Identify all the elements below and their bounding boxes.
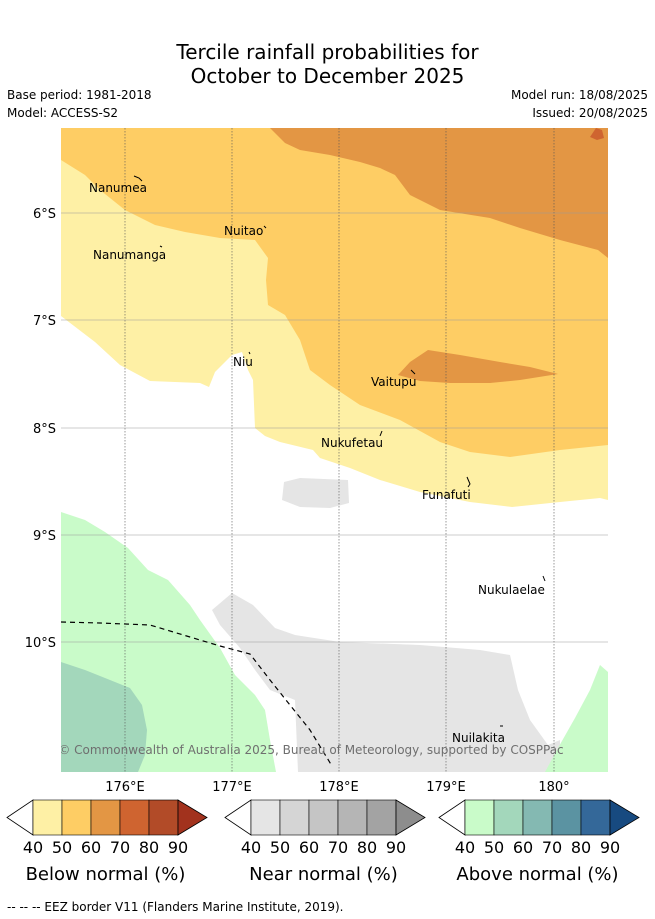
- map-title: Tercile rainfall probabilities for Octob…: [0, 40, 655, 88]
- colorbar-tick-label: 60: [299, 838, 319, 857]
- colorbar-segment: [493, 799, 524, 836]
- colorbar-segment: [61, 799, 92, 836]
- colorbar-segment: [148, 799, 179, 836]
- lat-label: 8°S: [33, 422, 56, 437]
- colorbar-tick-label: 40: [23, 838, 43, 857]
- colorbar-tick-label: 80: [357, 838, 377, 857]
- longitude-gridlines: [124, 128, 555, 772]
- longitude-labels: 176°E 177°E 178°E 179°E 180°: [105, 780, 569, 795]
- place-label-nanumanga: Nanumanga: [93, 248, 166, 262]
- lat-label: 6°S: [33, 207, 56, 222]
- colorbar-tick-label: 90: [386, 838, 406, 857]
- colorbar-tick-label: 70: [328, 838, 348, 857]
- colorbar-segment: [464, 799, 495, 836]
- colorbar: 40 50 60 70 80 90 Above normal (%): [438, 799, 640, 885]
- colorbar-tick-label: 50: [270, 838, 290, 857]
- colorbar-segment: [119, 799, 150, 836]
- colorbar-segment: [90, 799, 121, 836]
- colorbar-tick-label: 40: [455, 838, 475, 857]
- latitude-labels: 6°S 7°S 8°S 9°S 10°S: [25, 207, 56, 651]
- place-label-nanumea: Nanumea: [89, 181, 147, 195]
- island-shapes: [133, 175, 546, 727]
- colorbar-title: Above normal (%): [456, 864, 618, 885]
- issued-date: Issued: 20/08/2025: [532, 106, 648, 120]
- colorbar-segment: [32, 799, 63, 836]
- colorbar-tick-label: 80: [139, 838, 159, 857]
- model-name: Model: ACCESS-S2: [7, 106, 119, 120]
- colorbar-low-extend: [6, 799, 34, 836]
- above-normal-40-region-right: [545, 665, 608, 772]
- colorbar-high-extend: [177, 799, 208, 836]
- colorbar: 40 50 60 70 80 90 Below normal (%): [6, 799, 208, 885]
- lat-label: 7°S: [33, 314, 56, 329]
- lon-label: 180°: [538, 780, 569, 795]
- latitude-gridlines: [61, 212, 608, 643]
- colorbar-segment: [308, 799, 339, 836]
- colorbar-low-extend: [438, 799, 466, 836]
- lon-label: 177°E: [212, 780, 252, 795]
- colorbar-title: Near normal (%): [249, 864, 398, 885]
- colorbar-tick-label: 40: [241, 838, 261, 857]
- below-normal-60-band: [398, 350, 558, 383]
- below-normal-70-patch: [590, 128, 604, 140]
- near-normal-50-region-large: [212, 593, 560, 772]
- colorbar-segment: [551, 799, 582, 836]
- colorbar-segment: [279, 799, 310, 836]
- title-line-1: Tercile rainfall probabilities for: [176, 40, 479, 64]
- copyright-text: © Commonwealth of Australia 2025, Bureau…: [58, 743, 563, 757]
- colorbars: 40 50 60 70 80 90 Below normal (%) 40 50 60 70 80 90…: [6, 799, 640, 885]
- colorbar-tick-label: 50: [484, 838, 504, 857]
- eez-legend-note: -- -- -- EEZ border V11 (Flanders Marine…: [7, 900, 344, 914]
- colorbar-segment: [250, 799, 281, 836]
- colorbar: 40 50 60 70 80 90 Near normal (%): [224, 799, 426, 885]
- colorbar-segment: [522, 799, 553, 836]
- colorbar-high-extend: [395, 799, 426, 836]
- colorbar-tick-label: 50: [52, 838, 72, 857]
- colorbar-tick-label: 90: [168, 838, 188, 857]
- place-label-vaitupu: Vaitupu: [371, 375, 417, 389]
- place-labels: Nanumea Nuitao Nanumanga Niu Vaitupu Nuk…: [89, 181, 545, 745]
- colorbar-tick-label: 80: [571, 838, 591, 857]
- colorbar-tick-label: 70: [542, 838, 562, 857]
- colorbar-high-extend: [609, 799, 640, 836]
- model-run: Model run: 18/08/2025: [510, 88, 648, 102]
- base-period: Base period: 1981-2018: [7, 88, 152, 102]
- lon-label: 178°E: [319, 780, 359, 795]
- lon-label: 176°E: [105, 780, 145, 795]
- colorbar-segment: [366, 799, 397, 836]
- place-label-niu: Niu: [233, 355, 253, 369]
- colorbar-low-extend: [224, 799, 252, 836]
- lat-label: 10°S: [25, 636, 56, 651]
- colorbar-tick-label: 90: [600, 838, 620, 857]
- near-normal-50-region-small: [282, 478, 349, 508]
- place-label-nukufetau: Nukufetau: [321, 436, 383, 450]
- colorbar-title: Below normal (%): [26, 864, 186, 885]
- eez-border-line: [61, 621, 333, 767]
- place-label-nuitao: Nuitao: [224, 224, 263, 238]
- below-normal-60-region: [270, 128, 608, 258]
- place-label-funafuti: Funafuti: [422, 488, 471, 502]
- colorbar-tick-label: 70: [110, 838, 130, 857]
- place-label-nuilakita: Nuilakita: [452, 731, 505, 745]
- colorbar-tick-label: 60: [513, 838, 533, 857]
- title-line-2: October to December 2025: [190, 64, 465, 88]
- above-normal-50-region: [61, 662, 147, 772]
- lat-label: 9°S: [33, 529, 56, 544]
- colorbar-tick-label: 60: [81, 838, 101, 857]
- lon-label: 179°E: [426, 780, 466, 795]
- map-area: © Commonwealth of Australia 2025, Bureau…: [58, 128, 608, 772]
- place-label-nukulaelae: Nukulaelae: [478, 583, 545, 597]
- colorbar-segment: [337, 799, 368, 836]
- colorbar-segment: [580, 799, 611, 836]
